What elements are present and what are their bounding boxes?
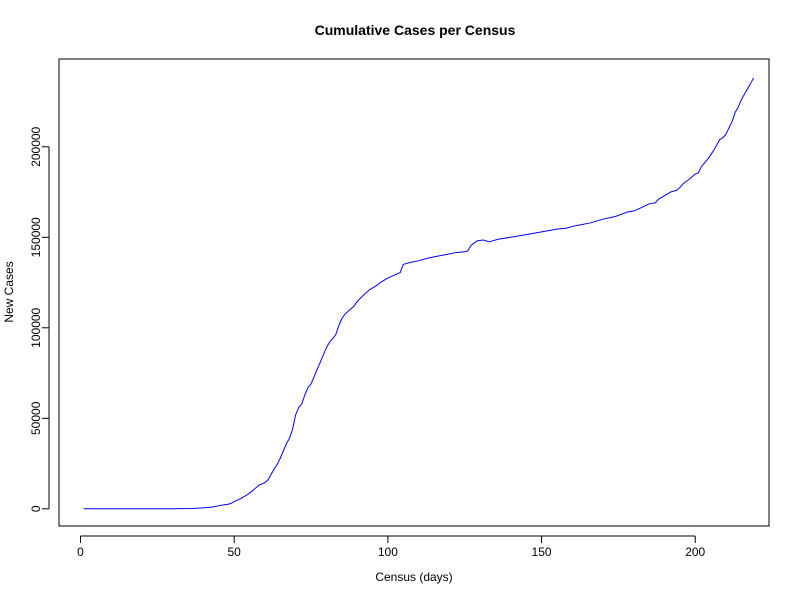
y-tick-label: 50000 [29,401,43,435]
y-tick-label: 150000 [29,217,43,257]
x-tick-label: 50 [228,545,242,559]
x-tick-label: 100 [378,545,398,559]
y-axis-label: New Cases [2,261,16,322]
y-axis: 0 50000 100000 150000 200000 [29,126,50,512]
x-tick-label: 150 [532,545,552,559]
series-group [83,77,755,510]
series-line-0 [83,77,755,510]
x-axis: 0 50 100 150 200 [77,535,706,559]
x-tick-label: 0 [77,545,84,559]
y-tick-label: 100000 [29,307,43,347]
plot-frame [58,58,770,527]
x-tick-label: 200 [685,545,705,559]
chart-title: Cumulative Cases per Census [315,22,516,38]
y-tick-label: 200000 [29,126,43,166]
x-axis-label: Census (days) [375,570,452,584]
y-tick-label: 0 [29,505,43,512]
